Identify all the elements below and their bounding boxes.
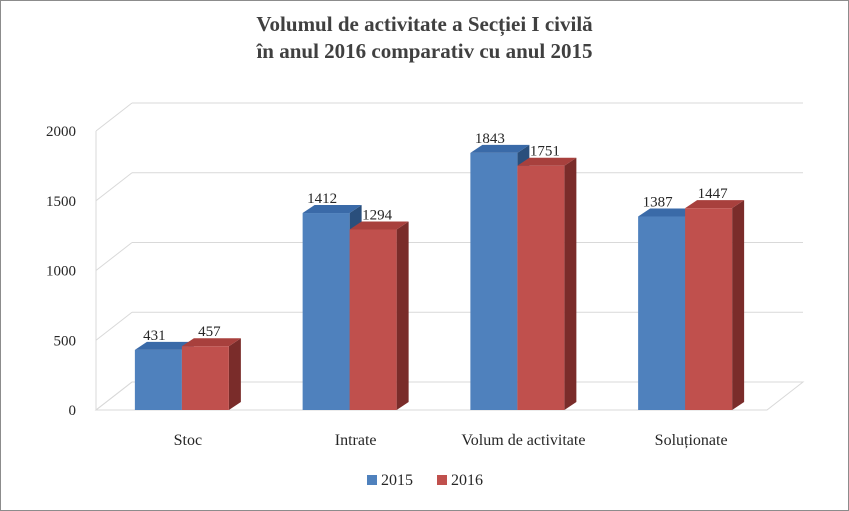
bar-2015: [302, 213, 350, 410]
legend-label: 2016: [451, 472, 483, 489]
bar-top-2016: [685, 200, 745, 209]
bar-top-2016: [517, 157, 577, 166]
y-tick-label: 1000: [46, 264, 76, 280]
data-label: 1294: [362, 207, 393, 223]
legend-swatch-2016: [437, 475, 447, 485]
bar-2016: [517, 165, 565, 410]
data-label: 457: [198, 324, 221, 340]
y-tick-label: 0: [69, 403, 77, 419]
bar-side-2016: [564, 157, 577, 410]
bar-top-2015: [470, 144, 530, 153]
gridline-diagonal: [95, 311, 133, 341]
chart-title-line2: în anul 2016 comparativ cu anul 2015: [256, 39, 593, 63]
data-label: 1387: [643, 195, 674, 211]
bar-top-2015: [302, 205, 362, 214]
y-tick-label: 2000: [46, 124, 76, 140]
x-category-label: Stoc: [174, 432, 202, 449]
bar-2016: [181, 346, 229, 410]
x-category-label: Soluționate: [655, 432, 728, 449]
legend-swatch-2015: [367, 475, 377, 485]
x-category-label: Intrate: [335, 432, 377, 449]
bar-2015: [470, 152, 518, 411]
data-label: 1843: [475, 131, 505, 147]
legend-label: 2015: [381, 472, 413, 489]
bar-2016: [685, 208, 733, 410]
gridline-diagonal: [95, 102, 133, 132]
data-label: 1412: [307, 191, 337, 207]
x-category-label: Volum de activitate: [461, 432, 585, 449]
bar-side-2016: [228, 338, 241, 410]
bar-2015: [134, 349, 182, 410]
gridline-diagonal: [95, 172, 133, 202]
bar-top-2016: [349, 221, 409, 230]
y-tick-label: 1500: [46, 194, 76, 210]
gridline-diagonal: [95, 242, 133, 271]
data-label: 431: [143, 328, 166, 344]
bar-side-2016: [396, 221, 409, 410]
y-tick-label: 500: [54, 333, 77, 349]
gridline-diagonal: [95, 381, 133, 411]
bar-top-2016: [181, 338, 241, 347]
bar-side-2016: [732, 200, 745, 410]
bar-2016: [349, 229, 397, 410]
bar-2015: [638, 216, 686, 410]
data-label: 1447: [698, 186, 729, 202]
chart-title: Volumul de activitate a Secției I civilă…: [1, 11, 848, 65]
chart-title-line1: Volumul de activitate a Secției I civilă: [256, 12, 593, 36]
data-label: 1751: [530, 144, 560, 160]
bar-top-2015: [134, 341, 194, 350]
bar-top-2015: [638, 208, 698, 217]
